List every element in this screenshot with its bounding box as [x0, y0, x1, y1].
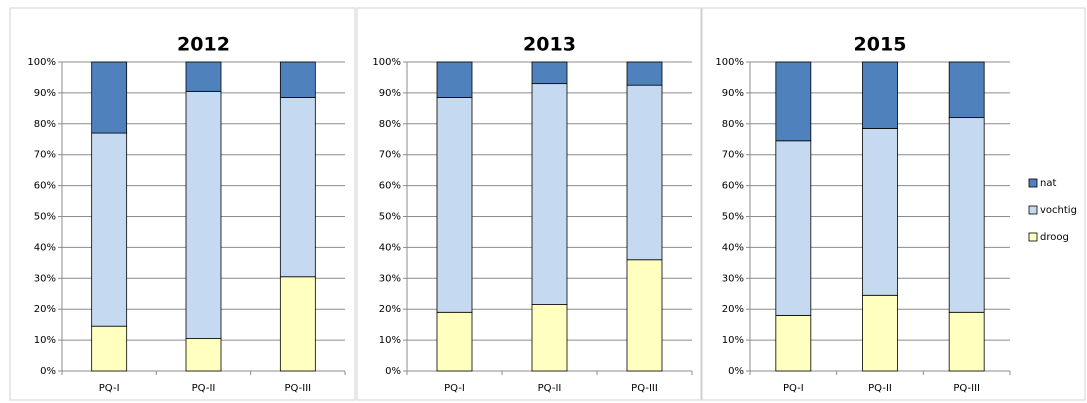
y-tick-label: 40%	[722, 242, 744, 253]
bar-segment	[775, 140, 812, 316]
y-tick-label: 50%	[379, 212, 401, 223]
y-tick-label: 30%	[379, 273, 401, 284]
bar-segment	[862, 128, 898, 296]
y-tick-label: 40%	[379, 242, 401, 253]
y-tick-label: 10%	[34, 335, 56, 346]
bar-segment	[531, 61, 568, 85]
bar-segment	[279, 276, 316, 372]
y-tick-label: 20%	[379, 304, 401, 315]
y-tick-label: 100%	[372, 57, 401, 68]
bar-segment	[279, 61, 316, 98]
x-tick-label: PQ-III	[953, 383, 980, 394]
bar-segment	[279, 97, 316, 278]
bar-segment	[948, 61, 985, 119]
y-tick-label: 90%	[722, 88, 744, 99]
bar-segment	[862, 61, 898, 129]
y-tick-label: 100%	[715, 57, 744, 68]
y-tick-label: 90%	[34, 88, 56, 99]
bar-segment	[775, 314, 812, 372]
bar-segment	[775, 61, 812, 142]
legend-swatch	[1028, 178, 1038, 188]
legend-label: droog	[1040, 232, 1069, 243]
y-tick-label: 40%	[34, 242, 56, 253]
bar-segment	[185, 338, 222, 372]
legend-swatch	[1028, 232, 1038, 242]
y-tick-label: 20%	[34, 304, 56, 315]
y-tick-label: 0%	[385, 366, 401, 377]
legend-label: vochtig	[1040, 205, 1077, 216]
y-tick-label: 0%	[728, 366, 744, 377]
x-tick-label: PQ-I	[444, 383, 465, 394]
y-tick-label: 0%	[40, 366, 56, 377]
y-tick-label: 60%	[722, 181, 744, 192]
chart-title: 2015	[854, 34, 907, 56]
bar-segment	[948, 117, 985, 313]
bar-segment	[436, 311, 473, 372]
bar-segment	[91, 132, 128, 327]
y-tick-label: 50%	[722, 212, 744, 223]
y-tick-label: 20%	[722, 304, 744, 315]
bar-segment	[436, 61, 473, 98]
bar-segment	[185, 90, 222, 339]
y-tick-label: 60%	[34, 181, 56, 192]
y-tick-label: 60%	[379, 181, 401, 192]
legend-swatch	[1028, 205, 1038, 215]
y-tick-label: 30%	[34, 273, 56, 284]
x-tick-label: PQ-III	[631, 383, 658, 394]
x-tick-label: PQ-II	[192, 383, 216, 394]
y-tick-label: 90%	[379, 88, 401, 99]
y-tick-label: 70%	[722, 150, 744, 161]
x-tick-label: PQ-II	[868, 383, 892, 394]
y-tick-label: 10%	[379, 335, 401, 346]
y-tick-label: 80%	[379, 119, 401, 130]
chart-title: 2012	[177, 34, 230, 56]
y-tick-label: 80%	[34, 119, 56, 130]
bar-segment	[91, 325, 128, 372]
y-tick-label: 100%	[27, 57, 56, 68]
bar-segment	[531, 304, 568, 372]
bar-segment	[436, 97, 473, 313]
bar-segment	[862, 294, 898, 372]
y-tick-label: 70%	[379, 150, 401, 161]
bar-segment	[626, 259, 663, 372]
bar-segment	[948, 311, 985, 372]
chart-title: 2013	[523, 34, 576, 56]
x-tick-label: PQ-I	[99, 383, 120, 394]
bar-segment	[626, 84, 663, 261]
x-tick-label: PQ-I	[783, 383, 804, 394]
bar-segment	[91, 61, 128, 134]
x-tick-label: PQ-III	[285, 383, 312, 394]
y-tick-label: 10%	[722, 335, 744, 346]
bar-segment	[185, 61, 222, 92]
y-tick-label: 50%	[34, 212, 56, 223]
x-tick-label: PQ-II	[538, 383, 562, 394]
y-tick-label: 80%	[722, 119, 744, 130]
legend-label: nat	[1040, 178, 1056, 189]
y-tick-label: 70%	[34, 150, 56, 161]
bar-segment	[626, 61, 663, 86]
y-tick-label: 30%	[722, 273, 744, 284]
bar-segment	[531, 83, 568, 305]
